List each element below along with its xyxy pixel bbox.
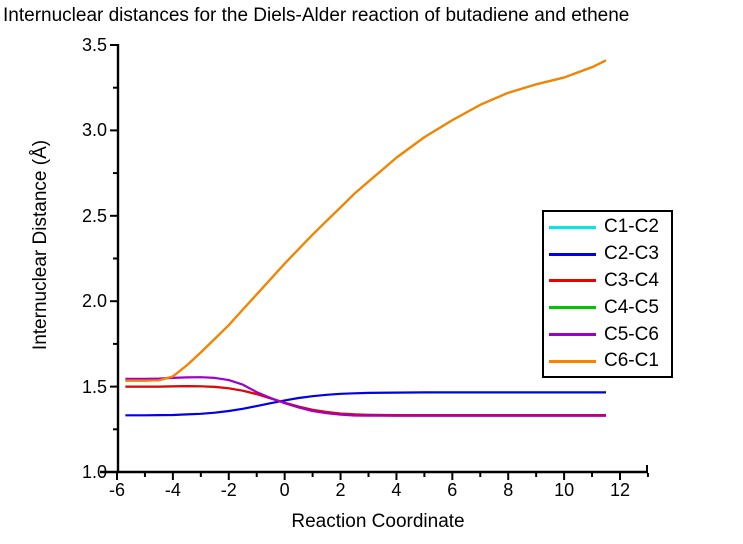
x-tick-label: 8 [503, 480, 514, 500]
x-tick-label: 6 [447, 480, 458, 500]
legend-label: C5-C6 [604, 323, 659, 345]
y-tick-label: 2.0 [81, 291, 107, 312]
curve-c1-c2 [125, 385, 606, 417]
legend-item: C6-C1 [544, 348, 671, 375]
legend-swatch [549, 333, 596, 337]
legend-label: C6-C1 [604, 350, 659, 372]
y-axis-title: Internuclear Distance (Å) [30, 139, 51, 351]
legend-swatch [549, 279, 596, 283]
curve-c3-c4 [125, 385, 606, 417]
y-tick-label: 3.0 [81, 120, 107, 141]
x-tick-label: 4 [391, 480, 402, 500]
legend-item: C5-C6 [544, 321, 671, 348]
chart-title: Internuclear distances for the Diels-Ald… [3, 5, 630, 26]
legend-swatch [549, 225, 596, 229]
legend-label: C3-C4 [604, 269, 659, 291]
x-axis-title: Reaction Coordinate [291, 511, 465, 532]
curve-c5-c6 [125, 376, 606, 417]
y-tick-label: 1.0 [81, 462, 107, 482]
curve-c6-c1 [125, 59, 607, 382]
x-tick-label: -6 [108, 480, 126, 500]
legend-item: C4-C5 [544, 294, 671, 321]
legend-swatch [549, 252, 596, 256]
y-tick-label: 3.5 [81, 35, 107, 55]
legend-swatch [549, 306, 596, 310]
legend-item: C2-C3 [544, 241, 671, 268]
x-tick-label: 12 [609, 480, 630, 500]
legend-item: C3-C4 [544, 268, 671, 295]
legend-label: C1-C2 [604, 216, 659, 238]
curve-c4-c5 [125, 59, 607, 382]
x-tick-label: 10 [554, 480, 575, 500]
legend: C1-C2 C2-C3 C3-C4 C4-C5 C5-C6 C6-C1 [542, 210, 673, 378]
x-tick-label: -2 [220, 480, 237, 500]
y-tick-label: 1.5 [81, 376, 107, 397]
legend-label: C4-C5 [604, 296, 659, 318]
legend-item: C1-C2 [544, 214, 671, 241]
legend-swatch [549, 359, 596, 363]
y-tick-label: 2.5 [81, 205, 107, 226]
x-tick-label: -4 [164, 480, 181, 500]
legend-label: C2-C3 [604, 243, 659, 265]
curve-c2-c3 [125, 391, 606, 417]
x-tick-label: 0 [279, 480, 290, 500]
x-tick-label: 2 [335, 480, 346, 500]
